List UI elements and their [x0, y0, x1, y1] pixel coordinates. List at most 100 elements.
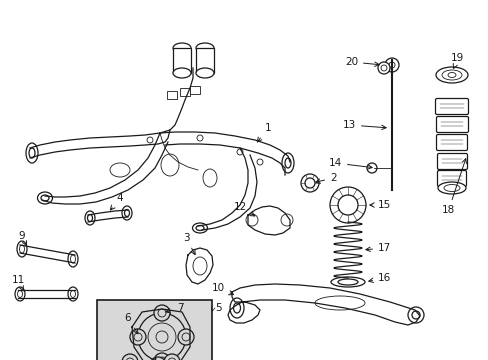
- Text: 4: 4: [110, 193, 123, 210]
- Ellipse shape: [26, 143, 38, 163]
- Text: 16: 16: [368, 273, 390, 283]
- Ellipse shape: [229, 298, 244, 318]
- Ellipse shape: [20, 245, 24, 253]
- Circle shape: [245, 214, 258, 226]
- Ellipse shape: [437, 182, 465, 194]
- Text: 7: 7: [165, 303, 183, 313]
- Circle shape: [163, 354, 180, 360]
- Circle shape: [126, 358, 134, 360]
- FancyBboxPatch shape: [437, 171, 466, 186]
- Circle shape: [168, 358, 176, 360]
- Ellipse shape: [15, 287, 25, 301]
- FancyBboxPatch shape: [436, 117, 468, 132]
- Circle shape: [305, 178, 314, 188]
- Circle shape: [154, 305, 170, 321]
- Bar: [97, 300, 212, 360]
- Ellipse shape: [233, 303, 240, 313]
- Ellipse shape: [122, 206, 132, 220]
- Circle shape: [158, 357, 165, 360]
- Ellipse shape: [173, 68, 191, 78]
- Text: 15: 15: [369, 200, 390, 210]
- Text: 12: 12: [233, 202, 254, 216]
- Ellipse shape: [68, 251, 78, 267]
- Circle shape: [158, 309, 165, 317]
- Ellipse shape: [330, 277, 364, 287]
- Circle shape: [329, 187, 365, 223]
- Ellipse shape: [18, 291, 22, 297]
- Text: 6: 6: [124, 313, 138, 334]
- FancyBboxPatch shape: [436, 135, 467, 150]
- Ellipse shape: [70, 255, 75, 263]
- Circle shape: [257, 159, 263, 165]
- Ellipse shape: [161, 154, 179, 176]
- Ellipse shape: [173, 43, 191, 53]
- Circle shape: [147, 137, 153, 143]
- Text: 20: 20: [344, 57, 378, 67]
- Ellipse shape: [196, 43, 214, 53]
- Circle shape: [337, 195, 357, 215]
- Ellipse shape: [70, 291, 75, 297]
- Text: 19: 19: [449, 53, 463, 63]
- Ellipse shape: [110, 163, 130, 177]
- Circle shape: [380, 65, 386, 71]
- Circle shape: [154, 353, 170, 360]
- Ellipse shape: [441, 70, 461, 80]
- Ellipse shape: [87, 215, 92, 221]
- Ellipse shape: [41, 195, 49, 201]
- Text: 18: 18: [441, 159, 466, 215]
- Bar: [173, 48, 191, 73]
- Ellipse shape: [193, 257, 206, 275]
- Text: 13: 13: [342, 120, 386, 130]
- Ellipse shape: [17, 241, 27, 257]
- Circle shape: [388, 62, 394, 68]
- Text: 2: 2: [315, 173, 336, 183]
- Circle shape: [384, 58, 398, 72]
- Circle shape: [281, 214, 292, 226]
- FancyBboxPatch shape: [435, 99, 468, 114]
- Text: 5: 5: [215, 303, 221, 313]
- Ellipse shape: [196, 225, 203, 230]
- Ellipse shape: [443, 184, 459, 192]
- Text: 17: 17: [365, 243, 390, 253]
- Circle shape: [130, 329, 146, 345]
- Bar: [167, 91, 177, 99]
- Ellipse shape: [85, 211, 95, 225]
- Ellipse shape: [337, 279, 357, 285]
- Ellipse shape: [282, 153, 293, 173]
- Circle shape: [122, 354, 138, 360]
- Circle shape: [156, 331, 168, 343]
- Ellipse shape: [29, 148, 35, 158]
- Bar: [190, 86, 200, 94]
- Circle shape: [407, 307, 423, 323]
- Circle shape: [134, 333, 142, 341]
- Ellipse shape: [203, 169, 217, 187]
- Circle shape: [366, 163, 376, 173]
- Circle shape: [150, 357, 165, 360]
- Ellipse shape: [192, 223, 207, 233]
- Ellipse shape: [38, 192, 52, 204]
- Circle shape: [197, 135, 203, 141]
- Ellipse shape: [196, 68, 214, 78]
- Circle shape: [178, 329, 194, 345]
- Circle shape: [377, 62, 389, 74]
- Bar: [196, 48, 214, 73]
- Text: 10: 10: [211, 283, 233, 295]
- Bar: [180, 88, 190, 96]
- Ellipse shape: [285, 158, 290, 168]
- FancyBboxPatch shape: [437, 153, 467, 170]
- Ellipse shape: [314, 296, 364, 310]
- Circle shape: [138, 313, 185, 360]
- Text: 9: 9: [19, 231, 27, 246]
- Circle shape: [182, 333, 190, 341]
- Ellipse shape: [435, 67, 467, 83]
- Ellipse shape: [68, 287, 78, 301]
- Circle shape: [148, 323, 176, 351]
- Ellipse shape: [124, 210, 129, 216]
- Text: 11: 11: [11, 275, 24, 291]
- Text: 8: 8: [144, 358, 156, 360]
- Text: 1: 1: [257, 123, 271, 142]
- Circle shape: [411, 311, 419, 319]
- Text: 14: 14: [328, 158, 371, 169]
- Circle shape: [237, 149, 243, 155]
- Ellipse shape: [447, 72, 455, 77]
